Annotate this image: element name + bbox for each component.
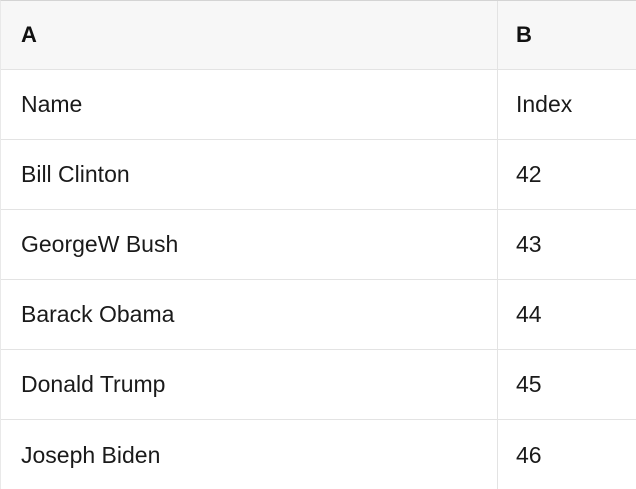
cell-index[interactable]: 45 [516, 371, 542, 397]
column-header-row: A B [1, 1, 636, 70]
cell-name-header[interactable]: Name [1, 70, 498, 139]
table-row: Joseph Biden 46 [1, 420, 636, 489]
cell-index[interactable]: 46 [516, 441, 542, 468]
cell-index[interactable]: 42 [516, 161, 542, 187]
table-row: Name Index [1, 70, 636, 140]
cell-name[interactable]: Joseph Biden [1, 420, 498, 489]
cell-name[interactable]: Bill Clinton [1, 140, 498, 209]
table-row: Bill Clinton 42 [1, 140, 636, 210]
cell-index[interactable]: 44 [516, 301, 542, 327]
table-row: Donald Trump 45 [1, 350, 636, 420]
cell-name[interactable]: Barack Obama [1, 280, 498, 349]
table-row: Barack Obama 44 [1, 280, 636, 350]
column-header-b[interactable]: B [516, 22, 532, 47]
cell-index[interactable]: 43 [516, 231, 542, 257]
cell-name[interactable]: Donald Trump [1, 350, 498, 419]
table-row: GeorgeW Bush 43 [1, 210, 636, 280]
cell-index-header[interactable]: Index [516, 91, 573, 117]
column-header-a[interactable]: A [1, 1, 498, 69]
cell-name[interactable]: GeorgeW Bush [1, 210, 498, 279]
